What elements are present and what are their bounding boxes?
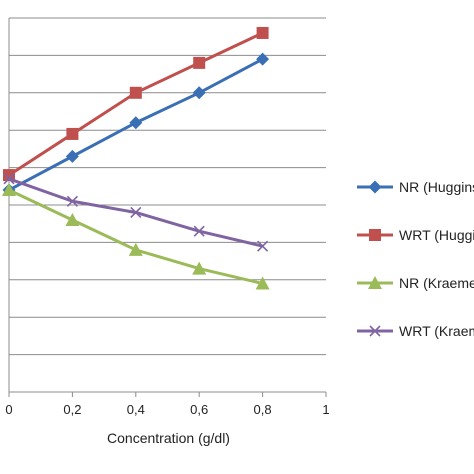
legend-marker	[368, 180, 382, 194]
data-point	[257, 240, 269, 252]
data-point	[193, 225, 205, 237]
series-1	[2, 52, 270, 197]
legend-item-4: WRT (Kraemer)	[357, 323, 474, 339]
data-point	[129, 116, 143, 130]
data-point	[65, 212, 80, 226]
data-point	[3, 173, 15, 185]
data-point	[255, 276, 270, 290]
legend-marker	[369, 325, 381, 337]
data-point	[192, 261, 207, 275]
data-point	[128, 242, 143, 256]
x-tick-label: 0	[5, 402, 12, 417]
data-point	[66, 195, 78, 207]
legend-marker	[368, 276, 382, 289]
gridlines	[9, 17, 326, 356]
data-point	[65, 149, 79, 163]
series-4	[3, 173, 269, 252]
legend-label: NR (Kraemer)	[399, 275, 474, 291]
data-point	[193, 56, 206, 69]
legend-item-2: WRT (Huggins)	[357, 227, 474, 243]
data-point	[256, 26, 269, 39]
series-3	[2, 183, 270, 290]
x-tick-label: 0,8	[254, 402, 272, 417]
x-tick-label: 0,4	[127, 402, 145, 417]
legend-label: NR (Huggins)	[399, 179, 474, 195]
x-tick-label: 0,2	[63, 402, 81, 417]
legend-label: WRT (Huggins)	[399, 227, 474, 243]
x-tick-label: 0,6	[190, 402, 208, 417]
legend: NR (Huggins) WRT (Huggins) NR (Kraemer) WRT…	[357, 179, 474, 339]
data-point	[130, 206, 142, 219]
series-2	[3, 26, 269, 182]
data-point	[256, 52, 270, 66]
data-point	[129, 86, 142, 99]
legend-marker	[369, 229, 381, 241]
legend-label: WRT (Kraemer)	[399, 323, 474, 339]
x-axis-title: Concentration (g/dl)	[107, 430, 230, 446]
series-line	[8, 31, 264, 177]
legend-item-1: NR (Huggins)	[357, 179, 474, 195]
data-point	[2, 183, 16, 197]
data-point	[66, 127, 79, 140]
legend-item-3: NR (Kraemer)	[357, 275, 474, 291]
data-point	[3, 169, 15, 182]
x-tick-label: 1	[322, 402, 329, 417]
plot-series	[2, 26, 270, 290]
x-tick-labels: 0 0,2 0,4 0,6 0,8 1	[5, 392, 330, 417]
data-point	[192, 86, 206, 100]
